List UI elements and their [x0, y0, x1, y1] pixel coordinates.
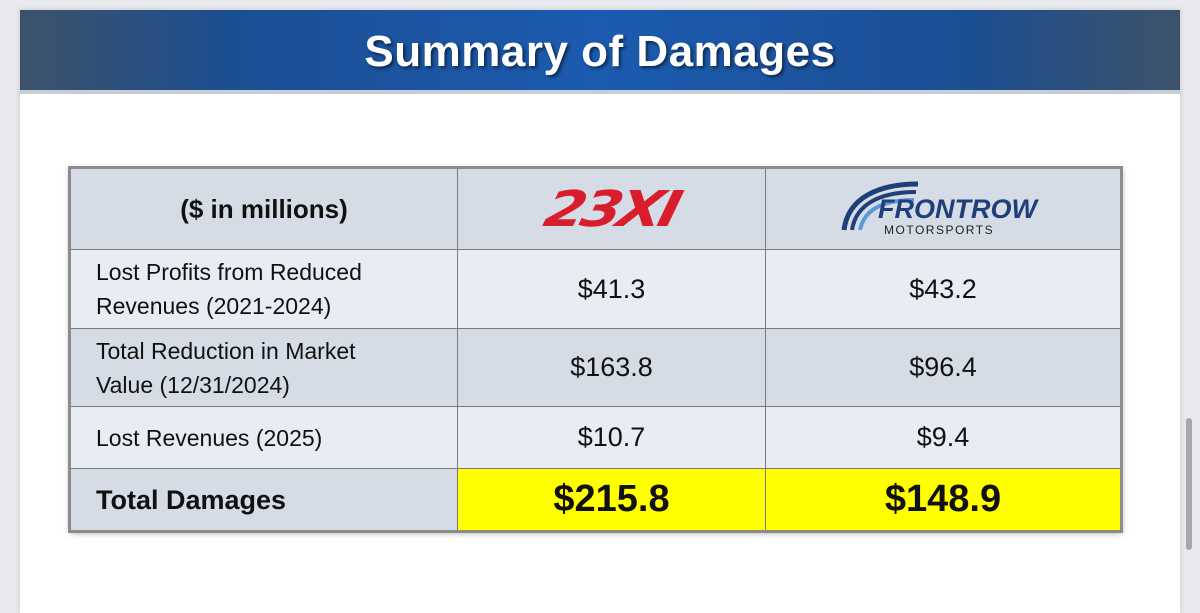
row-label: Lost Profits from Reduced Revenues (2021… — [69, 249, 458, 329]
slide-title: Summary of Damages — [364, 27, 836, 76]
slide: Summary of Damages ($ in millions) 23XI … — [20, 10, 1180, 613]
front-row-logo-subtext: MOTORSPORTS — [884, 223, 994, 237]
scrollbar-thumb[interactable] — [1186, 418, 1192, 550]
team-1-total: $215.8 — [457, 468, 766, 532]
units-header: ($ in millions) — [69, 167, 458, 250]
total-row: Total Damages $215.8 $148.9 — [69, 468, 1122, 532]
row-label: Lost Revenues (2025) — [69, 406, 458, 469]
team-2-value: $9.4 — [765, 406, 1122, 469]
total-label: Total Damages — [69, 468, 458, 532]
team-1-value: $10.7 — [457, 406, 766, 469]
table-row: Total Reduction in Market Value (12/31/2… — [69, 328, 1122, 407]
23xi-logo-icon: 23XI — [538, 180, 685, 238]
row-label-line: Lost Revenues (2025) — [96, 424, 323, 451]
row-label: Total Reduction in Market Value (12/31/2… — [69, 328, 458, 407]
row-label-line: Revenues (2021-2024) — [96, 293, 332, 319]
title-divider — [20, 90, 1180, 94]
team-2-header: FRONTROW MOTORSPORTS — [765, 167, 1122, 250]
damages-table: ($ in millions) 23XI FRONTROW MOTORSPORT… — [68, 166, 1123, 533]
front-row-motorsports-logo-icon: FRONTROW MOTORSPORTS — [838, 176, 1048, 238]
team-1-value: $163.8 — [457, 328, 766, 407]
row-label-line: Lost Profits from Reduced — [96, 259, 362, 285]
title-banner: Summary of Damages — [20, 10, 1180, 94]
damages-table-container: ($ in millions) 23XI FRONTROW MOTORSPORT… — [68, 166, 1123, 533]
team-1-value: $41.3 — [457, 249, 766, 329]
front-row-logo-wordmark: FRONTROW — [878, 194, 1039, 224]
team-2-value: $96.4 — [765, 328, 1122, 407]
team-2-total: $148.9 — [765, 468, 1122, 532]
row-label-line: Total Reduction in Market — [96, 337, 356, 364]
table-row: Lost Profits from Reduced Revenues (2021… — [69, 249, 1122, 329]
team-2-value: $43.2 — [765, 249, 1122, 329]
table-header-row: ($ in millions) 23XI FRONTROW MOTORSPORT… — [69, 167, 1122, 250]
team-1-header: 23XI — [457, 167, 766, 250]
table-row: Lost Revenues (2025) $10.7 $9.4 — [69, 406, 1122, 469]
row-label-line: Value (12/31/2024) — [96, 371, 290, 398]
